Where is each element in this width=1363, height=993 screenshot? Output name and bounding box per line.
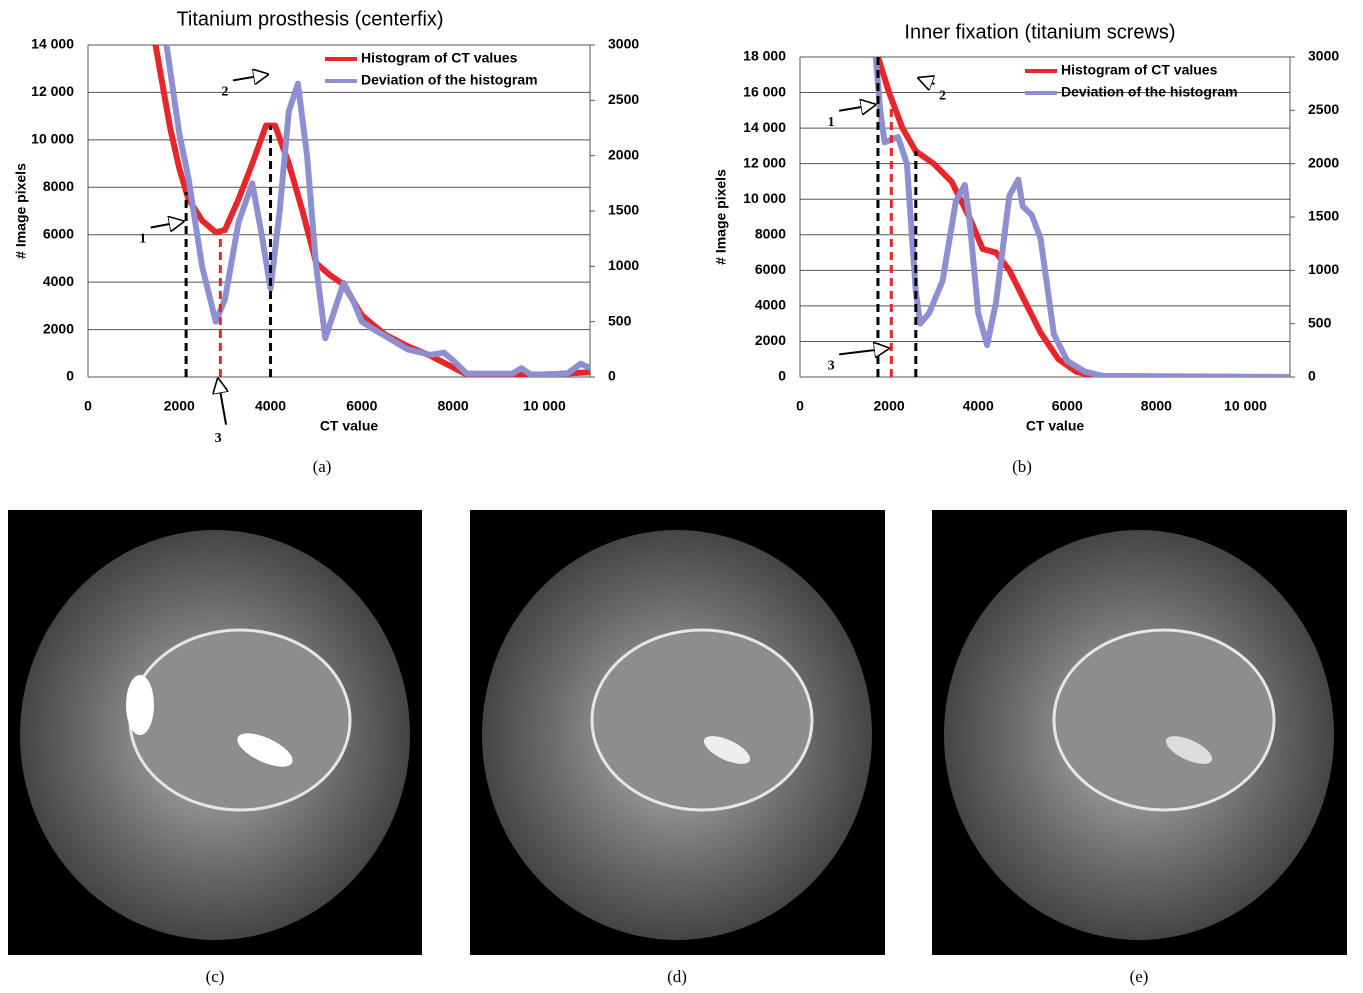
- x-tick-label: 2000: [874, 398, 905, 414]
- y2-tick-label: 0: [1308, 368, 1316, 384]
- x-axis-label: CT value: [1026, 418, 1085, 434]
- caption: (b): [1012, 457, 1032, 476]
- y-axis-label: # Image pixels: [13, 163, 29, 259]
- y-tick-label: 0: [778, 368, 786, 384]
- series-line: [872, 56, 1290, 377]
- y2-tick-label: 1500: [608, 202, 639, 218]
- legend-label: Deviation of the histogram: [1061, 84, 1238, 100]
- annotation: 1: [139, 232, 146, 247]
- y-axis-label: # Image pixels: [713, 169, 729, 265]
- x-tick-label: 6000: [346, 398, 377, 414]
- ct-image: [8, 510, 422, 955]
- series-line: [875, 56, 1290, 377]
- x-tick-label: 2000: [164, 398, 195, 414]
- annotation-arrow: [150, 221, 183, 227]
- annotation-arrow: [919, 78, 935, 84]
- y-tick-label: 6000: [755, 261, 786, 277]
- caption: (d): [667, 967, 687, 986]
- y2-tick-label: 2000: [1308, 154, 1339, 170]
- ct-image: [932, 510, 1347, 955]
- y-tick-label: 18 000: [743, 48, 786, 64]
- caption: (e): [1130, 967, 1149, 986]
- annotation: 3: [828, 359, 835, 374]
- chart-title: Inner fixation (titanium screws): [904, 21, 1175, 43]
- y-tick-label: 12 000: [31, 83, 74, 99]
- x-tick-label: 8000: [438, 398, 469, 414]
- annotation-arrow: [232, 74, 268, 80]
- y-tick-label: 14 000: [743, 119, 786, 135]
- x-tick-label: 8000: [1141, 398, 1172, 414]
- y-tick-label: 8000: [755, 225, 786, 241]
- y-tick-label: 4000: [755, 297, 786, 313]
- y2-tick-label: 3000: [1308, 48, 1339, 64]
- x-tick-label: 10 000: [1224, 398, 1267, 414]
- annotation: 1: [828, 115, 835, 130]
- annotation-arrow: [218, 379, 226, 425]
- y-tick-label: 16 000: [743, 83, 786, 99]
- y2-tick-label: 2000: [608, 146, 639, 162]
- y2-tick-label: 3000: [608, 36, 639, 52]
- y-tick-label: 0: [66, 368, 74, 384]
- caption: (a): [313, 457, 332, 476]
- y-tick-label: 2000: [43, 320, 74, 336]
- y2-tick-label: 0: [608, 368, 616, 384]
- y-tick-label: 8000: [43, 178, 74, 194]
- y-tick-label: 4000: [43, 273, 74, 289]
- legend-label: Histogram of CT values: [1061, 62, 1218, 78]
- legend-label: Histogram of CT values: [361, 50, 518, 66]
- x-tick-label: 4000: [255, 398, 286, 414]
- x-tick-label: 0: [84, 398, 92, 414]
- y2-tick-label: 500: [1308, 314, 1332, 330]
- y2-tick-label: 1000: [608, 257, 639, 273]
- y-tick-label: 14 000: [31, 36, 74, 52]
- y-tick-label: 10 000: [743, 190, 786, 206]
- x-tick-label: 6000: [1052, 398, 1083, 414]
- x-tick-label: 0: [796, 398, 804, 414]
- y-tick-label: 12 000: [743, 154, 786, 170]
- chart-title: Titanium prosthesis (centerfix): [176, 8, 443, 30]
- series-line: [152, 44, 590, 377]
- y-tick-label: 6000: [43, 225, 74, 241]
- annotation: 2: [221, 85, 228, 100]
- annotation: 3: [215, 431, 222, 446]
- y2-tick-label: 1500: [1308, 208, 1339, 224]
- x-tick-label: 4000: [963, 398, 994, 414]
- caption: (c): [206, 967, 225, 986]
- x-axis-label: CT value: [320, 418, 379, 434]
- x-tick-label: 10 000: [523, 398, 566, 414]
- y-tick-label: 10 000: [31, 131, 74, 147]
- annotation-arrow: [839, 105, 875, 111]
- y2-tick-label: 2500: [608, 91, 639, 107]
- legend-label: Deviation of the histogram: [361, 72, 538, 88]
- y-tick-label: 2000: [755, 332, 786, 348]
- series-line: [163, 44, 590, 377]
- y2-tick-label: 1000: [1308, 261, 1339, 277]
- annotation: 2: [939, 88, 946, 103]
- annotation-arrow: [839, 348, 888, 354]
- ct-image: [470, 510, 885, 955]
- y2-tick-label: 2500: [1308, 101, 1339, 117]
- y2-tick-label: 500: [608, 312, 632, 328]
